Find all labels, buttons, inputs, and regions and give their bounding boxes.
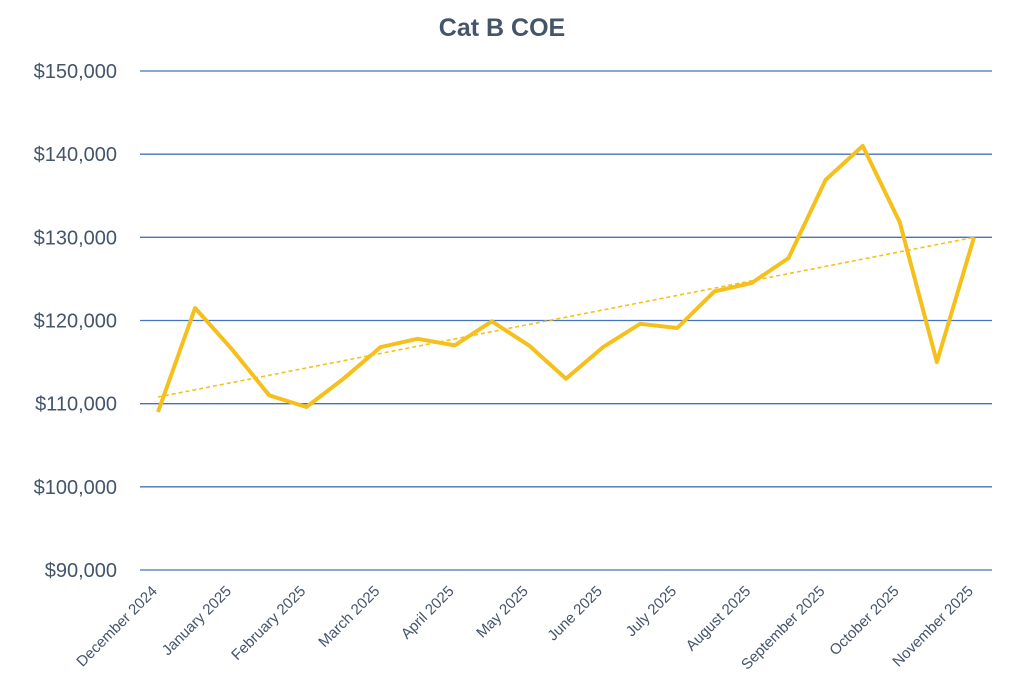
data-point (935, 360, 939, 364)
y-tick-label: $140,000 (34, 144, 117, 166)
data-point (898, 220, 902, 224)
data-point (972, 235, 976, 239)
y-tick-label: $100,000 (34, 477, 117, 499)
y-tick-label: $120,000 (34, 311, 117, 333)
data-point (527, 343, 531, 347)
x-tick-label: January 2025 (159, 583, 235, 659)
x-tick-label: May 2025 (473, 583, 532, 642)
chart-title: Cat B COE (438, 14, 566, 42)
y-axis-tick-labels: $90,000 $100,000 $110,000 $120,000 $130,000 $… (34, 61, 117, 582)
x-tick-label: March 2025 (315, 583, 383, 651)
data-point (193, 306, 197, 310)
x-tick-label: August 2025 (683, 583, 755, 655)
data-point (416, 337, 420, 341)
x-tick-label: February 2025 (228, 583, 309, 664)
data-point (861, 144, 865, 148)
data-point (749, 281, 753, 285)
y-tick-label: $130,000 (34, 227, 117, 249)
data-point (712, 289, 716, 293)
series-layer (156, 143, 976, 414)
y-tick-label: $150,000 (34, 61, 117, 83)
data-point (824, 178, 828, 182)
data-point (230, 348, 234, 352)
data-point (675, 326, 679, 330)
data-point (490, 319, 494, 323)
series-line (156, 143, 976, 413)
data-point (638, 322, 642, 326)
x-tick-label: October 2025 (826, 583, 902, 659)
y-tick-label: $110,000 (35, 394, 117, 416)
data-point (379, 345, 383, 349)
data-point (787, 256, 791, 260)
data-point (341, 377, 345, 381)
trendline-layer (157, 236, 975, 398)
x-tick-label: December 2024 (73, 583, 160, 670)
x-tick-label: June 2025 (544, 583, 606, 645)
data-point (564, 377, 568, 381)
x-tick-label: November 2025 (889, 583, 976, 670)
data-point (267, 393, 271, 397)
data-point (156, 410, 160, 414)
y-tick-label: $90,000 (45, 560, 117, 582)
data-point (453, 343, 457, 347)
x-tick-label: April 2025 (398, 583, 458, 643)
trendline (157, 236, 975, 398)
data-point (601, 345, 605, 349)
data-point (304, 405, 308, 409)
gridlines (140, 70, 992, 571)
x-tick-label: July 2025 (623, 583, 680, 640)
